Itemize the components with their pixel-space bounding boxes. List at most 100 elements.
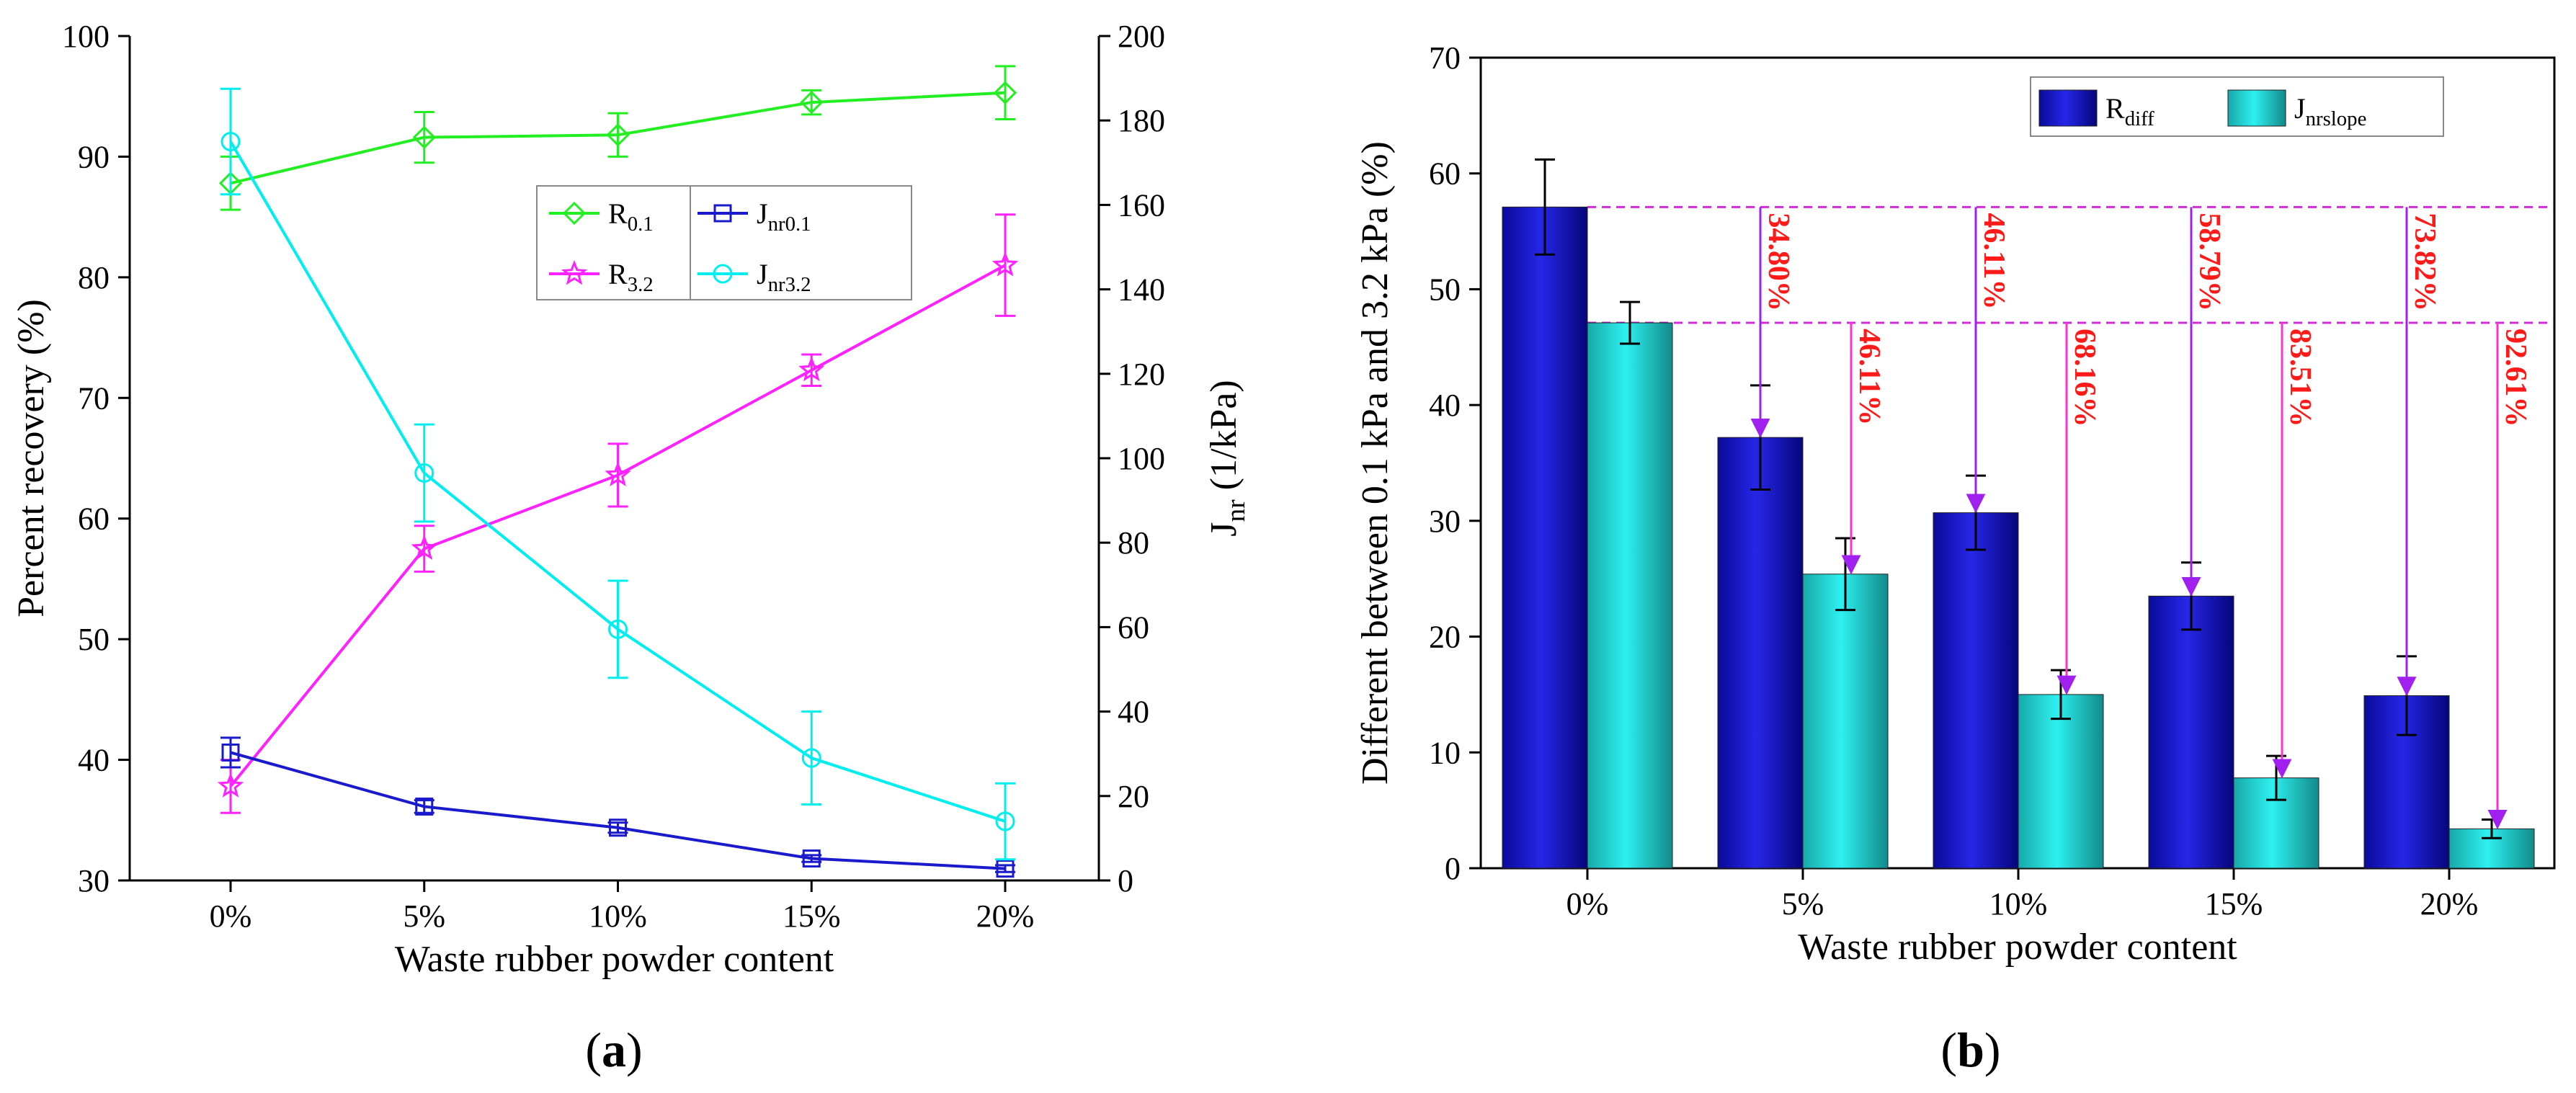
y-tick-label: 50: [1429, 272, 1461, 307]
reduction-label: 58.79%: [2193, 213, 2226, 311]
data-point: [606, 123, 630, 147]
series-Jnr3.2: [220, 87, 1015, 861]
y-tick-label: 90: [78, 139, 110, 174]
y2-tick-label: 140: [1118, 272, 1165, 308]
data-point: [995, 811, 1015, 831]
series-line: [229, 264, 1006, 788]
y2-tick-label: 120: [1118, 357, 1165, 392]
series-R3.2: [217, 213, 1019, 814]
y-axis-title: Percent recovery (%): [11, 299, 52, 617]
bar: [1933, 512, 2019, 869]
y-tick-label: 20: [1429, 620, 1461, 655]
data-point: [800, 90, 824, 115]
y-tick-label: 80: [78, 260, 110, 295]
y-tick-label: 60: [78, 501, 110, 537]
series-Jnr0.1: [220, 736, 1015, 878]
x-axis-title: Waste rubber powder content: [395, 939, 834, 980]
legend-marker: [561, 259, 588, 285]
data-point: [609, 818, 627, 837]
y-tick-label: 100: [62, 19, 110, 54]
data-point: [991, 251, 1019, 277]
x-tick-label: 5%: [403, 898, 445, 934]
y-tick-label: 70: [78, 380, 110, 416]
reduction-label: 46.11%: [1977, 213, 2010, 309]
legend-label: Rdiff: [2105, 92, 2154, 130]
data-point: [220, 132, 241, 151]
y2-tick-label: 160: [1118, 187, 1165, 223]
y-tick-label: 60: [1429, 156, 1461, 192]
legend: R0.1 R3.2 Jnr0.1 Jnr3.2: [536, 185, 912, 300]
reduction-label: 34.80%: [1762, 213, 1795, 311]
panel-label-b: (b): [1940, 1022, 2000, 1077]
data-point: [802, 849, 821, 868]
data-point: [798, 356, 825, 382]
y-axis-title: Different between 0.1 kPa and 3.2 kPa (%…: [1355, 141, 1396, 785]
y2-axis-title: Jnr (1/kPa): [1203, 380, 1251, 537]
legend-swatch: [2227, 89, 2286, 127]
x-tick-label: 15%: [2205, 886, 2263, 922]
y-tick-label: 40: [78, 743, 110, 778]
legend-swatch: [2038, 89, 2098, 127]
data-point: [411, 535, 437, 561]
y-tick-label: 50: [78, 622, 110, 657]
legend: Rdiff Jnrslope: [2030, 76, 2444, 137]
legend-label: R3.2: [608, 258, 654, 296]
data-point: [414, 463, 434, 483]
chart-panel-b: 0 10 20 30 40 50 60 70 0% 5% 10% 15% 20% Waste rubber…: [1355, 40, 2556, 1077]
chart-panel-a: 30 40 50 60 70 80 90 100 0 20 40 60 80 100 120 140 160 18…: [11, 19, 1251, 1077]
y2-tick-label: 20: [1118, 779, 1149, 814]
data-point: [993, 81, 1017, 104]
reduction-label: 92.61%: [2499, 329, 2532, 427]
series-line: [230, 751, 1006, 870]
x-tick-label: 10%: [1989, 886, 2048, 922]
data-point: [415, 797, 434, 816]
bar: [2148, 595, 2234, 869]
panel-label-a: (a): [585, 1022, 642, 1077]
legend-label: Jnr3.2: [757, 258, 811, 296]
x-tick-label: 0%: [1566, 886, 1609, 922]
legend-marker: [562, 201, 587, 226]
reduction-label: 68.16%: [2068, 329, 2101, 427]
x-tick-label: 10%: [589, 898, 647, 934]
x-axis-title: Waste rubber powder content: [1798, 927, 2237, 968]
data-point: [221, 743, 240, 762]
reduction-label: 46.11%: [1853, 329, 1886, 425]
data-point: [801, 748, 821, 768]
x-tick-label: 5%: [1782, 886, 1824, 922]
y-tick-label: 40: [1429, 388, 1461, 423]
y2-tick-label: 200: [1118, 19, 1165, 54]
y2-tick-label: 80: [1118, 525, 1149, 561]
reduction-label: 83.51%: [2283, 329, 2317, 427]
reduction-label: 73.82%: [2408, 213, 2441, 311]
x-tick-label: 0%: [210, 898, 252, 934]
y2-tick-label: 100: [1118, 441, 1165, 476]
data-point: [605, 461, 631, 486]
bar: [1717, 437, 1804, 869]
legend-label: Jnr0.1: [757, 197, 811, 236]
bar: [1802, 574, 1889, 869]
reduction-annotations: 34.80% 46.11% 46.11% 68.16% 58.79% 83.51% 73.8…: [1750, 207, 2532, 830]
x-tick-label: 20%: [2420, 886, 2479, 922]
y-tick-label: 10: [1429, 735, 1461, 770]
bar: [1502, 206, 1588, 869]
data-point: [217, 772, 244, 798]
series-Jnrslope: [1587, 300, 2535, 869]
data-point: [608, 619, 628, 639]
bar: [1587, 322, 1673, 869]
legend-label: R0.1: [608, 197, 654, 236]
legend-marker: [713, 264, 733, 284]
y2-tick-label: 180: [1118, 103, 1165, 138]
y2-tick-label: 0: [1118, 863, 1133, 898]
y-tick-label: 30: [78, 863, 110, 898]
legend-label: Jnrslope: [2294, 92, 2366, 130]
data-point: [412, 125, 436, 149]
y-tick-label: 30: [1429, 504, 1461, 539]
y2-tick-label: 60: [1118, 610, 1149, 645]
y2-tick-label: 40: [1118, 695, 1149, 730]
data-point: [996, 860, 1015, 878]
x-tick-label: 15%: [783, 898, 841, 934]
y-tick-label: 0: [1445, 851, 1461, 886]
series-Rdiff: [1502, 158, 2450, 869]
x-tick-label: 20%: [976, 898, 1035, 934]
